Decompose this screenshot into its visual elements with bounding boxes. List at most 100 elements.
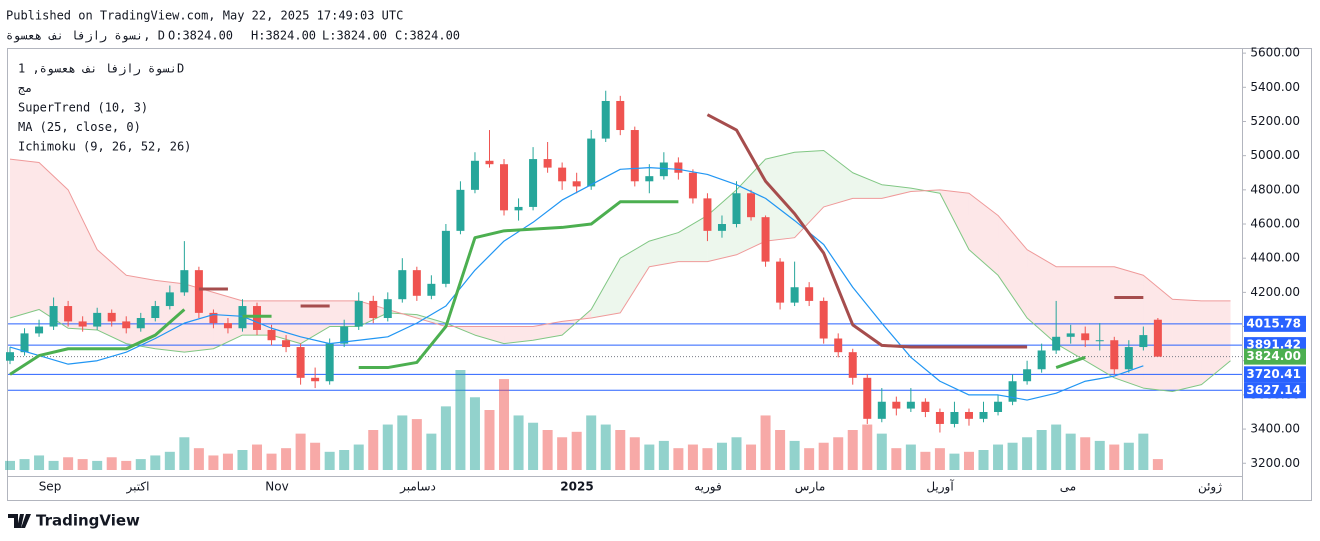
volume-bar (339, 450, 350, 470)
span-b-line (9, 158, 1231, 328)
logo-text: TradingView (36, 512, 140, 530)
volume-bar (949, 453, 960, 470)
x-tick-label: Sep (39, 480, 62, 494)
candle-body (311, 377, 320, 382)
candle-body (1095, 340, 1104, 342)
cloud-fill (998, 215, 1028, 319)
cloud-fill (823, 150, 853, 207)
volume-bar (440, 406, 451, 470)
volume-bar (615, 430, 626, 470)
volume-bar (382, 424, 393, 470)
volume-bar (237, 450, 248, 470)
volume-bar (310, 442, 321, 470)
candle-body (659, 162, 668, 177)
volume-bar (92, 460, 103, 470)
logo-icon (8, 514, 31, 528)
cloud-fill (881, 184, 911, 199)
volume-bar (963, 451, 974, 470)
candle-body (165, 292, 174, 307)
volume-bar (222, 453, 233, 470)
candle-body (558, 167, 567, 182)
volume-bar (905, 444, 916, 470)
volume-bar (455, 370, 466, 470)
symbol-line: نسوة رازفا نف هعسوة, D (6, 29, 165, 44)
candle-body (703, 198, 712, 231)
volume-bar (586, 415, 597, 470)
cloud-fill (649, 232, 679, 267)
volume-bar (1109, 444, 1120, 470)
volume-bar (847, 430, 858, 470)
candle-body (616, 100, 625, 131)
candle-body (1066, 333, 1075, 337)
volume-bar (1036, 430, 1047, 470)
y-tick-label: 4200.00 (1250, 285, 1300, 299)
cloud-fill (533, 321, 563, 341)
volume-bar (295, 433, 306, 470)
volume-bar (164, 451, 175, 470)
y-tick-label: 5200.00 (1250, 114, 1300, 128)
volume-bar (978, 450, 989, 470)
candle-body (296, 347, 305, 378)
candle-body (441, 230, 450, 284)
volume-bar (135, 459, 146, 470)
candle-body (223, 323, 232, 329)
volume-bar (121, 460, 132, 470)
price-level-label: 4015.78 (1246, 316, 1301, 330)
volume-bar (368, 430, 379, 470)
candle-body (688, 172, 697, 199)
y-tick-label: 5600.00 (1250, 46, 1300, 60)
cloud-fill (968, 193, 999, 276)
candle-body (950, 411, 959, 424)
candle-body (209, 312, 218, 324)
volume-bar (862, 424, 873, 470)
price-level-tag (1244, 382, 1306, 399)
x-tick-label: ژوئن (1198, 480, 1222, 495)
volume-bar (673, 448, 684, 470)
candle-body (1081, 333, 1090, 341)
candle-body (1110, 340, 1119, 370)
candle-body (369, 300, 378, 319)
volume-bar (179, 437, 190, 470)
price-level-label: 3627.14 (1246, 383, 1301, 397)
price-level-tag (1244, 315, 1306, 332)
volume-bar (484, 410, 495, 470)
candle-body (20, 333, 29, 353)
legend-item: نسوة رازفا نف هعسوة, 1D (18, 62, 184, 77)
price-level-tag (1244, 366, 1306, 383)
candle-body (383, 299, 392, 319)
volume-bar (63, 457, 74, 470)
candle-body (790, 287, 799, 303)
volume-bar (775, 430, 786, 470)
candle-body (979, 411, 988, 419)
candle-body (136, 318, 145, 329)
candle-body (674, 162, 683, 173)
candle-body (398, 270, 407, 300)
published-line: Published on TradingView.com, May 22, 20… (6, 9, 403, 23)
candle-body (747, 193, 756, 218)
candle-body (761, 217, 770, 262)
cloud-fill (678, 215, 708, 262)
volume-bar (353, 444, 364, 470)
legend-item: MA (25, close, 0) (18, 120, 141, 134)
cloud-fill (1027, 249, 1057, 344)
cloud-fill (852, 172, 882, 199)
candle-body (587, 138, 596, 187)
cloud-fill (68, 189, 98, 330)
candle-body (892, 401, 901, 409)
x-tick-label: آوریل (926, 479, 954, 495)
candle-body (994, 401, 1003, 412)
volume-bar (993, 444, 1004, 470)
candle-body (427, 283, 436, 296)
cloud-fill (504, 326, 534, 344)
cloud-fill (591, 258, 621, 319)
candle-body (282, 340, 291, 348)
candle-body (267, 329, 276, 341)
volume-bar (1051, 424, 1062, 470)
volume-bar (818, 442, 829, 470)
legend-item: Ichimoku (9, 26, 52, 26) (18, 140, 191, 154)
volume-bar (397, 415, 408, 470)
supertrend-down (706, 113, 1028, 349)
x-tick-label: Nov (265, 480, 288, 494)
cloud-fill (620, 241, 650, 313)
supertrend-up (1055, 355, 1086, 369)
